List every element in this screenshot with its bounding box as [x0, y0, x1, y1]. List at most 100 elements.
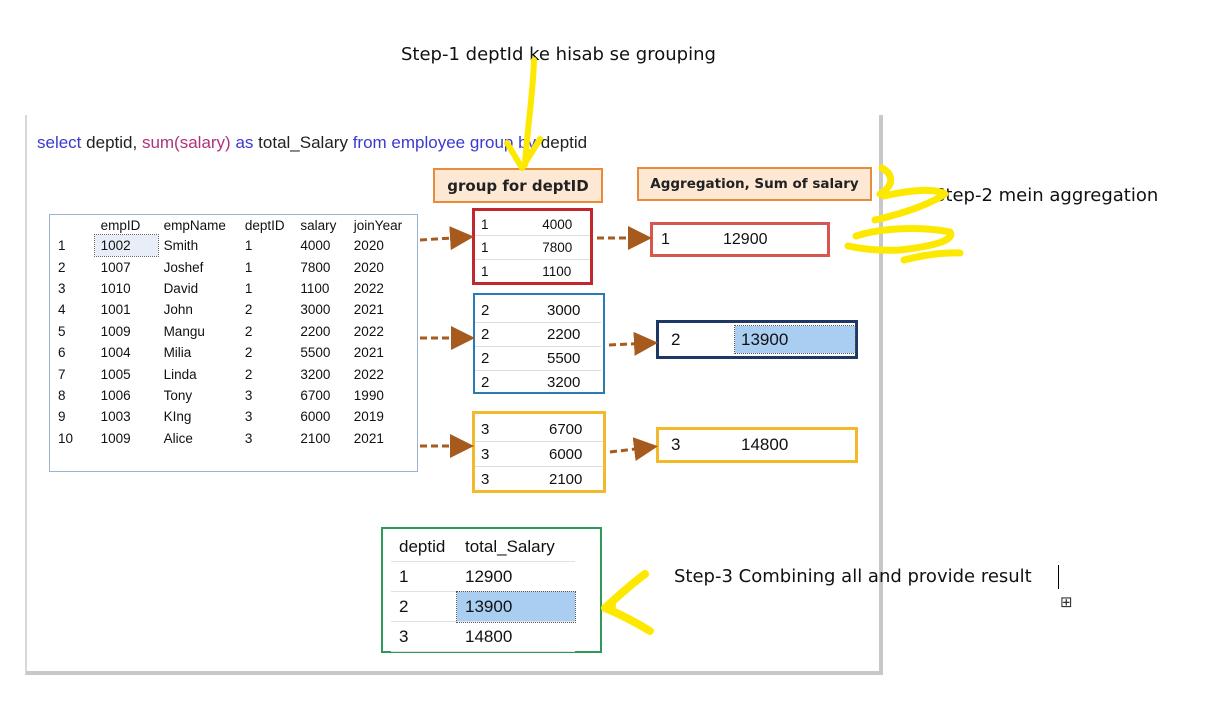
deptid-cell: 1: [244, 280, 253, 296]
group-salary-cell: 3000: [541, 299, 601, 323]
salary-cell: 3000: [300, 302, 331, 318]
group-row: 3 6700: [475, 417, 603, 442]
joinyear-cell: 2022: [353, 280, 384, 296]
aggregate-dept: 3: [671, 435, 681, 454]
empname-cell: Alice: [163, 430, 193, 446]
result-deptid-cell: 1: [391, 561, 457, 592]
group-row: 2 3000: [475, 299, 601, 323]
employee-table: empID empName deptID salary joinYear 1 10…: [49, 214, 418, 472]
deptid-cell: 3: [244, 409, 253, 425]
joinyear-cell: 2020: [353, 259, 384, 275]
empname-cell: David: [163, 280, 199, 296]
aggregate-total: 14800: [741, 435, 789, 454]
group-dept-cell: 2: [475, 299, 541, 323]
empid-cell: 1003: [100, 409, 131, 425]
table-row: 7 1005 Linda 2 3200 2022: [50, 363, 417, 384]
deptid-cell: 2: [244, 366, 253, 382]
salary-cell: 6700: [300, 387, 331, 403]
group-box-dept2: 2 3000 2 2200 2 5500 2 3200: [473, 293, 605, 394]
step2-note: Step-2 mein aggregation: [934, 185, 1159, 206]
group-dept-cell: 1: [475, 235, 537, 260]
deptid-cell: 2: [244, 345, 253, 361]
salary-cell: 4000: [300, 238, 331, 254]
group-row: 1 4000: [475, 213, 590, 236]
joinyear-cell: 2021: [353, 302, 384, 318]
result-total-cell: 12900: [457, 561, 575, 592]
table-row: 10 1009 Alice 3 2100 2021: [50, 428, 417, 449]
result-total-cell-selected[interactable]: 13900: [456, 590, 576, 623]
result-header-deptid: deptid: [391, 532, 457, 562]
joinyear-cell: 1990: [353, 387, 384, 403]
group-header-box: group for deptID: [433, 168, 603, 203]
sql-group-keyword: group: [469, 133, 514, 152]
sql-alias: total_Salary: [258, 133, 348, 152]
deptid-cell: 3: [244, 387, 253, 403]
result-row: 1 12900: [391, 561, 575, 592]
highlighter-scribble-step2: [844, 164, 964, 264]
group-dept-cell: 3: [475, 417, 543, 442]
salary-cell: 2100: [300, 430, 331, 446]
row-number: 7: [58, 366, 66, 382]
header-empname: empName: [163, 217, 226, 233]
arrow-src-to-group1: [419, 226, 474, 251]
group-box-dept3: 3 6700 3 6000 3 2100: [472, 411, 606, 493]
group-salary-cell: 1100: [542, 263, 572, 279]
salary-cell: 1100: [300, 280, 330, 296]
aggregate-dept: 2: [671, 329, 681, 349]
sql-group-column: deptid: [540, 133, 588, 152]
aggregate-highlight: [734, 325, 856, 354]
empname-cell: Smith: [163, 238, 199, 254]
empname-cell: Milia: [163, 345, 192, 361]
group-row: 2 3200: [475, 371, 601, 395]
row-number: 6: [58, 345, 66, 361]
aggregate-total: 12900: [723, 230, 768, 248]
table-row: 5 1009 Mangu 2 2200 2022: [50, 321, 417, 342]
salary-cell: 6000: [300, 409, 331, 425]
aggregate-box-dept2: 2 13900: [656, 320, 858, 359]
empid-cell[interactable]: 1002: [93, 233, 159, 258]
move-handle-icon[interactable]: ⊞: [1060, 593, 1073, 611]
deptid-cell: 3: [244, 430, 253, 446]
empname-cell: Joshef: [163, 259, 204, 275]
result-total-cell: 14800: [457, 621, 575, 652]
group-dept-cell: 1: [475, 213, 537, 236]
group-dept-cell: 2: [475, 346, 541, 371]
salary-cell: 3200: [300, 366, 331, 382]
arrow-group2-to-agg: [608, 331, 658, 356]
salary-cell: 2200: [300, 323, 331, 339]
empid-cell: 1009: [100, 323, 131, 339]
result-deptid-cell: 3: [391, 621, 457, 652]
sql-column: deptid,: [86, 133, 138, 152]
joinyear-cell: 2022: [353, 323, 384, 339]
header-salary: salary: [300, 217, 337, 233]
empid-cell: 1001: [100, 302, 131, 318]
table-row: 2 1007 Joshef 1 7800 2020: [50, 256, 417, 277]
header-deptid: deptID: [244, 217, 285, 233]
group-row: 3 2100: [475, 467, 603, 492]
joinyear-cell: 2021: [353, 430, 384, 446]
arrow-group3-to-agg: [609, 437, 658, 462]
joinyear-cell: 2019: [353, 409, 384, 425]
empid-cell: 1006: [100, 387, 131, 403]
group-salary-cell: 6700: [543, 417, 603, 442]
table-row: 8 1006 Tony 3 6700 1990: [50, 385, 417, 406]
empid-cell: 1005: [100, 366, 131, 382]
row-number: 8: [58, 387, 66, 403]
result-deptid-cell: 2: [391, 591, 457, 622]
employee-table-header: empID empName deptID salary joinYear: [50, 215, 417, 235]
salary-cell: 7800: [300, 259, 331, 275]
group-salary-cell: 3200: [547, 374, 581, 391]
joinyear-cell: 2020: [353, 238, 384, 254]
sql-as-keyword: as: [235, 133, 254, 152]
group-row: 3 6000: [475, 441, 603, 467]
group-salary-cell: 5500: [541, 346, 601, 371]
group-salary-cell: 4000: [536, 213, 590, 236]
deptid-cell: 2: [244, 323, 253, 339]
sql-query: select deptid, sum(salary) as total_Sala…: [37, 133, 587, 153]
empid-cell: 1010: [100, 280, 131, 296]
group-row: 1 7800: [475, 235, 590, 260]
row-number: 1: [58, 238, 66, 254]
sql-select-keyword: select: [37, 133, 82, 152]
deptid-cell: 2: [244, 302, 253, 318]
